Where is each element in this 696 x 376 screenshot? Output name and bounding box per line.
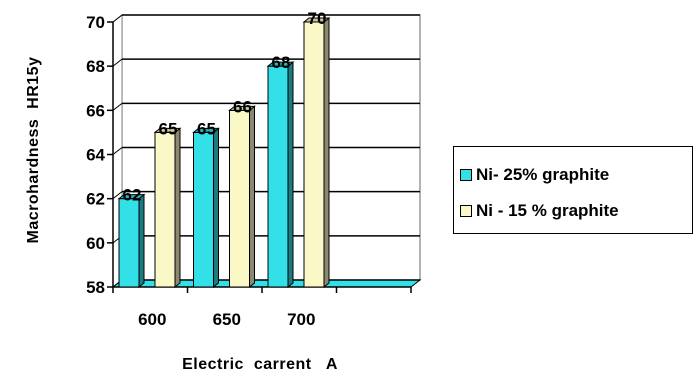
x-axis-ticks: 600 650 700 <box>112 287 412 329</box>
bar <box>302 16 331 289</box>
bar-top <box>192 127 220 133</box>
y-tick-label: 60 <box>86 234 105 253</box>
bar <box>153 127 182 289</box>
bar-front <box>267 65 289 288</box>
data-label: 62 <box>123 186 142 205</box>
y-tick-label: 58 <box>86 278 105 297</box>
data-label: 65 <box>197 119 216 138</box>
y-tick-label: 62 <box>86 190 105 209</box>
legend-label-series-1: Ni- 25% graphite <box>476 165 610 184</box>
y-tick-label: 64 <box>86 146 105 165</box>
legend-label-series-2: Ni - 15 % graphite <box>476 201 619 220</box>
bar-side <box>213 127 219 289</box>
bar <box>117 193 146 289</box>
y-axis-title: Macrohardness HR15y <box>25 57 42 244</box>
bar <box>266 61 295 289</box>
bar-side <box>138 193 145 289</box>
bar-top <box>302 17 331 23</box>
bar-side <box>287 61 294 289</box>
x-tick-label: 600 <box>138 310 166 329</box>
gridline-side <box>112 191 123 200</box>
data-label: 70 <box>308 9 327 28</box>
bar-side <box>249 105 255 289</box>
bar-front <box>154 131 176 288</box>
bar-front <box>193 131 214 288</box>
gridline-side <box>112 58 123 67</box>
legend-swatch-series-1 <box>460 169 472 181</box>
data-labels: 62 65 68 65 66 70 <box>123 9 327 205</box>
data-label: 68 <box>272 53 291 72</box>
y-axis-ticks: 58 60 62 64 66 68 70 <box>86 13 411 297</box>
bar-top <box>117 194 146 200</box>
y-tick-label: 70 <box>86 13 105 32</box>
bar <box>192 127 220 289</box>
x-axis-title: Electric carrent A <box>182 356 338 373</box>
y-tick-label: 66 <box>86 101 105 120</box>
x-tick-label: 700 <box>287 310 315 329</box>
gridline-side <box>112 14 123 23</box>
legend: Ni- 25% graphite Ni - 15 % graphite <box>453 146 693 234</box>
bar-side <box>323 16 330 289</box>
bar-front <box>229 109 250 288</box>
bars <box>117 16 331 289</box>
gridline-side <box>112 102 123 111</box>
bar-top <box>153 127 182 133</box>
gridline-side <box>112 147 123 155</box>
bar-front <box>118 198 140 288</box>
legend-item-series-1: Ni- 25% graphite <box>460 165 609 185</box>
bar-front <box>303 21 325 288</box>
x-tick-label: 650 <box>213 310 241 329</box>
bar <box>228 105 256 289</box>
data-label: 65 <box>159 119 178 138</box>
legend-item-series-2: Ni - 15 % graphite <box>460 201 619 221</box>
legend-swatch-series-2 <box>460 205 472 217</box>
bar-top <box>228 105 256 111</box>
data-label: 66 <box>233 97 252 116</box>
y-tick-label: 68 <box>86 57 105 76</box>
bar-top <box>266 61 295 67</box>
bar-side <box>174 127 181 289</box>
